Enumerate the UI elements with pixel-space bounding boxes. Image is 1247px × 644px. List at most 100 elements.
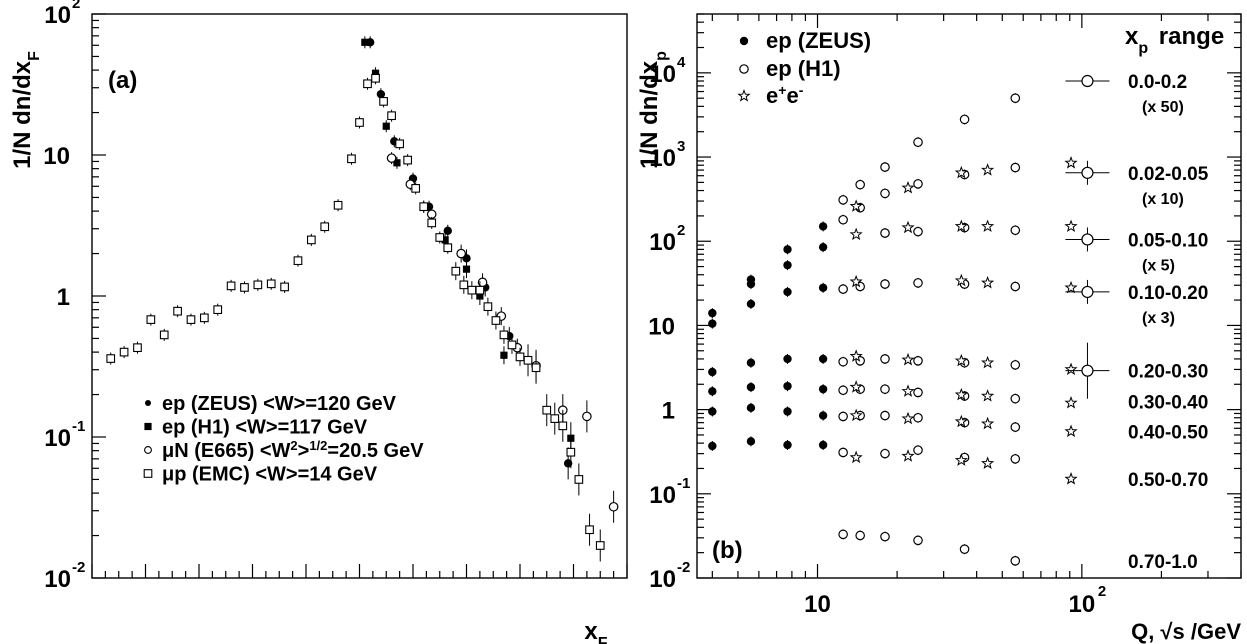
y-tick-label: 10 xyxy=(44,2,71,29)
data-point xyxy=(838,356,848,367)
data-point xyxy=(355,118,364,127)
data-point xyxy=(855,179,865,190)
data-point xyxy=(1010,556,1021,566)
range-label: 0.0-0.2 xyxy=(1128,72,1187,93)
y-tick-label-exponent: 4 xyxy=(677,54,686,71)
data-point xyxy=(746,299,756,309)
data-point xyxy=(226,281,236,291)
data-point xyxy=(838,214,848,225)
data-point xyxy=(491,316,501,325)
data-point xyxy=(1064,472,1078,485)
data-point xyxy=(462,265,471,273)
y-tick-label: 1 xyxy=(57,284,70,311)
data-point xyxy=(913,137,923,148)
data-point xyxy=(981,456,995,469)
data-point xyxy=(880,279,890,289)
data-point xyxy=(901,384,915,397)
data-point xyxy=(783,354,792,364)
range-scale: (x 3) xyxy=(1142,310,1175,327)
data-point xyxy=(954,353,968,367)
legend-label: μp (EMC) <W>=14 GeV xyxy=(162,464,378,486)
data-point xyxy=(849,450,863,464)
data-point xyxy=(363,79,372,89)
data-point xyxy=(880,188,890,199)
data-point xyxy=(818,283,828,292)
legend-label: ep (ZEUS) <W>=120 GeV xyxy=(162,393,397,415)
data-point xyxy=(708,441,717,451)
data-point xyxy=(106,354,116,363)
data-point xyxy=(361,38,369,46)
range-label: 0.70-1.0 xyxy=(1128,552,1198,573)
x-tick-label-exponent: 2 xyxy=(1098,583,1106,600)
data-point xyxy=(746,279,756,289)
data-point xyxy=(393,159,401,167)
data-point xyxy=(708,407,717,416)
y-tick-label: 10 xyxy=(649,145,676,172)
data-point xyxy=(880,354,890,364)
data-point xyxy=(1064,396,1078,409)
data-point xyxy=(838,284,848,294)
data-point xyxy=(499,330,509,340)
range-label: 0.20-0.30 xyxy=(1128,362,1208,383)
range-label: 0.02-0.05 xyxy=(1128,164,1209,185)
data-point xyxy=(566,447,576,457)
y-axis-label: 1/N dn/dxF xyxy=(9,51,43,169)
data-point xyxy=(746,437,756,446)
data-point xyxy=(913,226,923,237)
data-point xyxy=(531,363,541,373)
data-point xyxy=(783,440,792,450)
data-point xyxy=(133,343,142,353)
data-point xyxy=(371,73,380,83)
data-point xyxy=(913,278,923,288)
y-tick-label-exponent: -2 xyxy=(677,559,690,576)
data-point xyxy=(542,405,552,415)
data-point xyxy=(395,139,404,149)
data-point xyxy=(456,248,466,259)
x-tick-label: 10 xyxy=(804,591,831,618)
data-point xyxy=(441,236,449,244)
data-point xyxy=(1010,93,1021,103)
data-point xyxy=(1010,162,1021,173)
legend-marker xyxy=(739,64,749,74)
data-point xyxy=(954,414,968,428)
data-point xyxy=(435,233,445,242)
range-label: 0.10-0.20 xyxy=(1128,283,1208,304)
data-point xyxy=(1010,225,1021,236)
y-tick-label-exponent: -1 xyxy=(677,475,690,492)
range-scale: (x 50) xyxy=(1142,99,1184,116)
range-marker xyxy=(1081,74,1094,88)
data-point xyxy=(387,111,396,121)
range-label: 0.40-0.50 xyxy=(1128,422,1208,443)
legend-label: e+e- xyxy=(766,82,804,108)
data-point xyxy=(954,219,968,233)
data-point xyxy=(981,389,995,402)
data-point xyxy=(200,313,209,323)
range-label: 0.50-0.70 xyxy=(1128,470,1208,491)
data-point xyxy=(1064,424,1078,438)
data-point xyxy=(563,459,573,468)
range-header: xp range xyxy=(1125,23,1224,57)
data-point xyxy=(376,89,386,99)
data-point xyxy=(838,385,848,396)
data-point xyxy=(746,358,756,367)
data-point xyxy=(266,279,276,289)
y-tick-label: 10 xyxy=(648,313,675,340)
data-point xyxy=(818,411,828,420)
data-point xyxy=(459,280,469,290)
data-point xyxy=(186,315,196,324)
data-point xyxy=(913,412,923,423)
range-scale: (x 10) xyxy=(1142,191,1184,208)
data-point xyxy=(880,162,890,172)
legend-marker xyxy=(739,36,749,46)
legend-label: μN (E665) <W2>1/2=20.5 GeV xyxy=(162,438,424,463)
data-point xyxy=(746,403,756,413)
data-point xyxy=(146,315,156,324)
data-point xyxy=(838,529,848,540)
data-point xyxy=(386,153,397,163)
data-point xyxy=(746,382,756,392)
data-point xyxy=(347,154,356,164)
data-point xyxy=(582,411,592,422)
data-point xyxy=(959,544,970,554)
data-point xyxy=(411,184,421,193)
